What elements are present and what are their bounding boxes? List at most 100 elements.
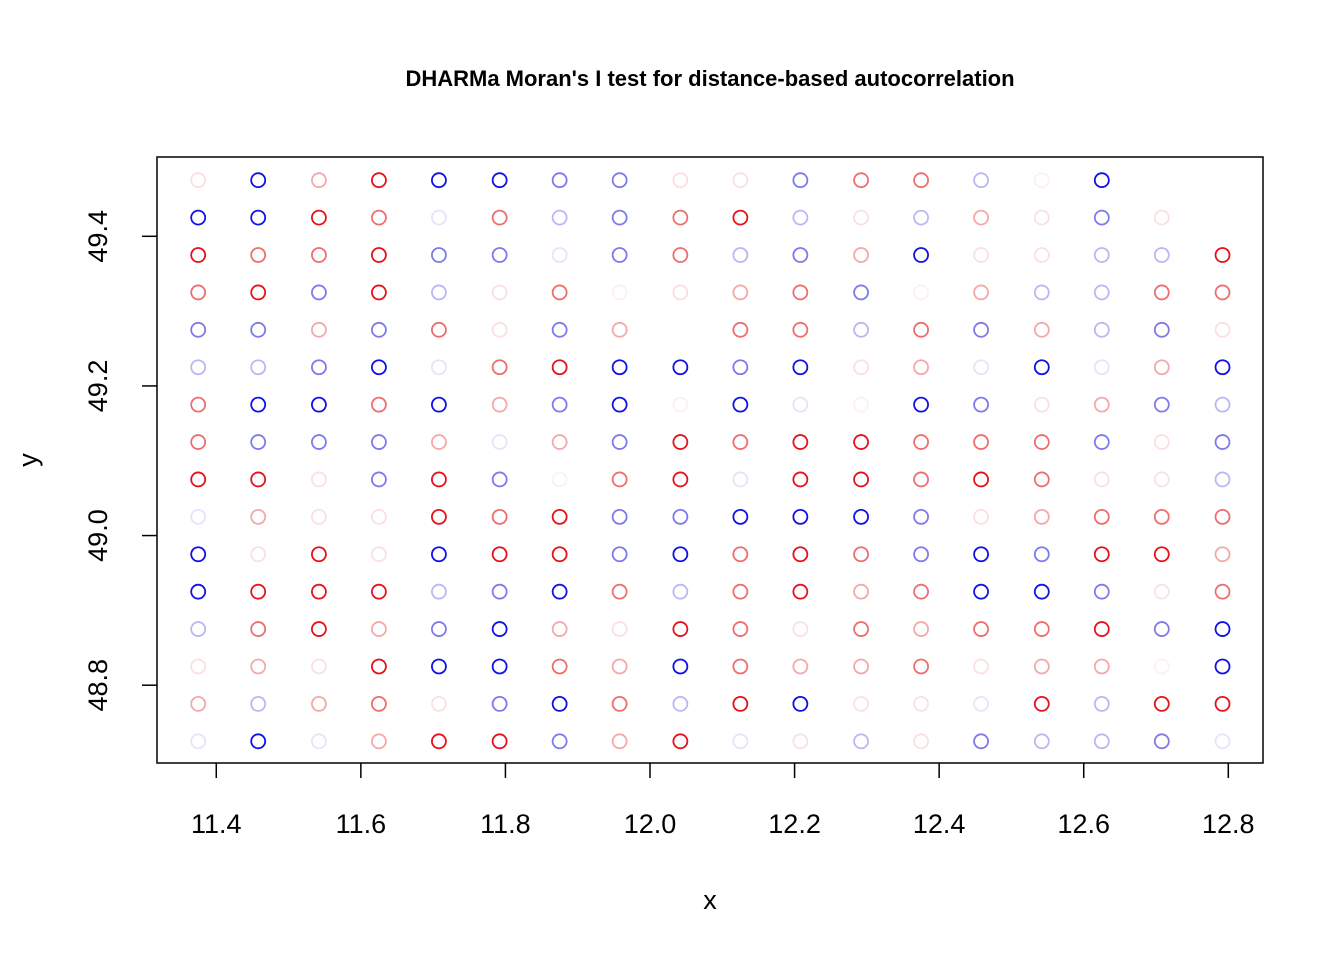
point [1093,658,1110,675]
point [1033,434,1050,450]
point [611,621,628,637]
point [732,284,749,301]
point [1153,471,1170,488]
point [1093,247,1110,263]
point [250,396,267,413]
point [190,284,207,301]
point [611,695,628,712]
point [792,621,809,637]
point [371,546,387,563]
point [431,359,447,376]
point [853,621,869,637]
point [250,284,267,301]
point [732,546,749,563]
point [491,621,508,637]
point [551,695,568,712]
point [371,583,387,600]
point [551,508,568,525]
point [973,172,989,189]
point [1153,658,1170,675]
point [1093,546,1110,563]
x-tick-label: 11.6 [336,809,387,839]
point [311,583,327,600]
point [371,321,387,338]
x-axis-label: x [703,885,717,915]
point [311,284,327,301]
point [853,695,869,712]
point [1214,284,1231,301]
point [1093,621,1110,637]
point [913,396,929,413]
point [491,733,508,750]
point [792,733,809,750]
point [431,546,447,563]
point [1214,733,1231,750]
point [250,658,267,675]
point [371,396,387,413]
point [1033,396,1050,413]
point [190,621,207,637]
point [491,247,508,263]
point [371,733,387,750]
point [973,434,989,450]
point [250,695,267,712]
point [672,471,689,488]
point [311,733,327,750]
point [491,359,508,376]
point [1153,733,1170,750]
point [853,172,869,189]
point [853,247,869,263]
x-tick-label: 12.4 [913,809,966,839]
point [792,471,809,488]
point [611,396,628,413]
point [672,508,689,525]
point [551,733,568,750]
point [1214,359,1231,376]
point [611,434,628,450]
x-tick-label: 12.0 [624,809,677,839]
point [853,434,869,450]
point [1153,508,1170,525]
point [250,359,267,376]
point [1153,284,1170,301]
point [491,209,508,226]
point [853,359,869,376]
point [672,621,689,637]
point [371,434,387,450]
point [371,209,387,226]
point [611,658,628,675]
point [491,434,508,450]
point [973,209,989,226]
point [431,508,447,525]
point [732,247,749,263]
point [371,359,387,376]
point [190,172,207,189]
point [311,658,327,675]
point [1093,471,1110,488]
point [551,396,568,413]
point [973,695,989,712]
point [311,172,327,189]
point [551,321,568,338]
point [431,733,447,750]
point [1033,658,1050,675]
y-tick-label: 49.2 [83,360,113,413]
point [792,209,809,226]
point [732,172,749,189]
point [973,396,989,413]
point [611,733,628,750]
point [913,695,929,712]
point [491,284,508,301]
y-tick-label: 49.0 [83,509,113,562]
point [190,434,207,450]
point [250,733,267,750]
point [913,434,929,450]
point [1033,172,1050,189]
point [732,621,749,637]
point [311,695,327,712]
point [491,546,508,563]
point [311,321,327,338]
point [371,621,387,637]
point [250,583,267,600]
